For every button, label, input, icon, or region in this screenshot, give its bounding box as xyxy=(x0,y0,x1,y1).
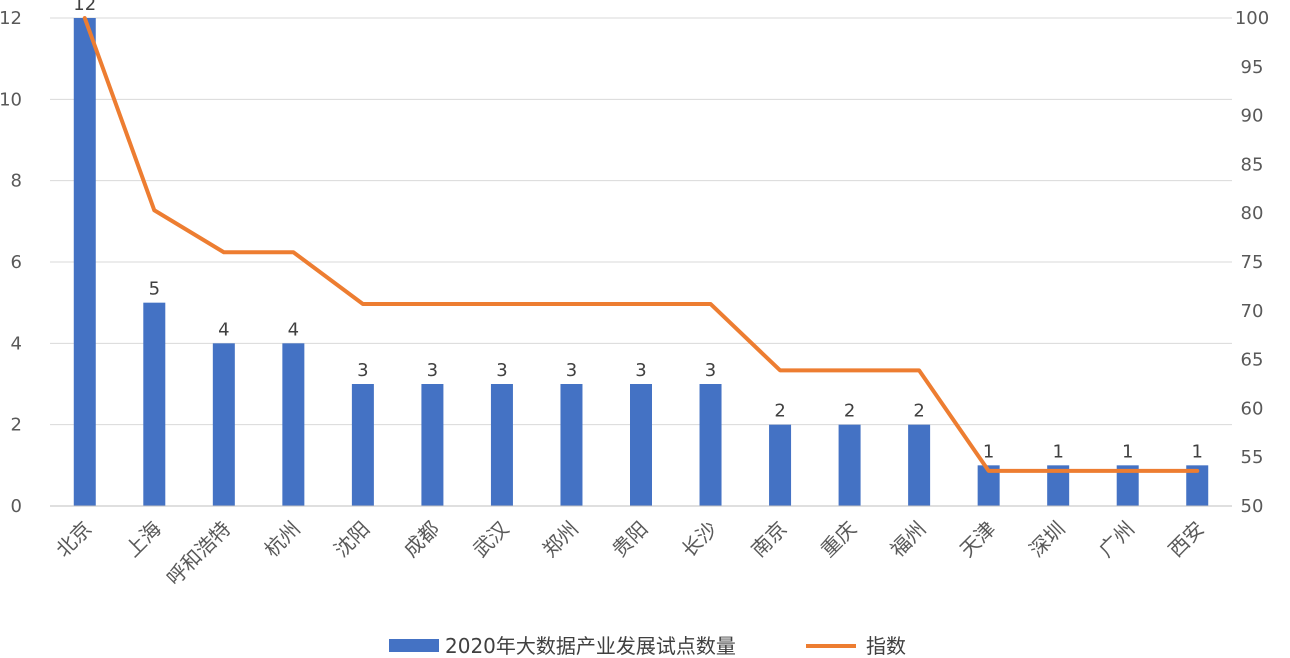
y2-tick-label: 70 xyxy=(1241,301,1264,322)
data-label: 5 xyxy=(149,279,160,300)
category-label: 南京 xyxy=(746,517,791,562)
bar xyxy=(143,302,166,506)
category-label: 西安 xyxy=(1164,517,1209,562)
bar xyxy=(1116,465,1139,506)
category-label: 天津 xyxy=(955,517,1000,562)
data-label: 3 xyxy=(427,360,438,381)
data-label: 3 xyxy=(496,360,507,381)
y-tick-label: 0 xyxy=(11,496,22,517)
bar xyxy=(908,424,931,506)
category-label: 郑州 xyxy=(538,517,583,562)
legend-label-line: 指数 xyxy=(866,634,906,658)
bar xyxy=(560,384,583,506)
y-axis-right: 50 55 60 65 70 75 80 85 90 95 100 xyxy=(1235,8,1269,517)
bar xyxy=(73,18,96,506)
category-label: 成都 xyxy=(399,517,444,562)
data-label: 4 xyxy=(288,319,299,340)
bar xyxy=(212,343,235,506)
y-tick-label: 12 xyxy=(0,8,22,29)
gridlines xyxy=(50,17,1232,507)
data-label: 1 xyxy=(1052,441,1063,462)
data-label: 3 xyxy=(357,360,368,381)
category-label: 上海 xyxy=(121,517,166,562)
legend-swatch-bar xyxy=(389,639,439,652)
category-label: 北京 xyxy=(51,517,96,562)
category-label: 沈阳 xyxy=(329,517,374,562)
y2-tick-label: 80 xyxy=(1241,203,1264,224)
data-label: 4 xyxy=(218,319,229,340)
legend-label-bar: 2020年大数据产业发展试点数量 xyxy=(445,634,736,658)
bar xyxy=(630,384,652,506)
y2-tick-label: 75 xyxy=(1241,252,1264,273)
category-label: 呼和浩特 xyxy=(162,517,236,591)
data-label: 1 xyxy=(1192,441,1203,462)
y-tick-label: 8 xyxy=(11,171,22,192)
y-tick-label: 2 xyxy=(11,415,22,436)
category-label: 福州 xyxy=(885,517,930,562)
y-axis-left: 0 2 4 6 8 10 12 xyxy=(0,8,22,517)
bar xyxy=(421,384,444,506)
y-tick-label: 6 xyxy=(11,252,22,273)
y2-tick-label: 65 xyxy=(1241,350,1264,371)
data-label: 3 xyxy=(705,360,716,381)
data-label: 2 xyxy=(774,401,785,422)
data-label: 2 xyxy=(844,401,855,422)
bar xyxy=(282,343,305,506)
data-label: 3 xyxy=(566,360,577,381)
bar xyxy=(490,384,513,506)
category-label: 重庆 xyxy=(816,517,861,562)
bar-series xyxy=(73,18,1209,506)
bar xyxy=(977,465,1000,506)
category-label: 杭州 xyxy=(260,517,305,562)
data-labels: 12 5 4 4 3 3 3 3 3 3 2 2 2 1 1 1 1 xyxy=(73,0,1203,462)
category-label: 深圳 xyxy=(1024,517,1069,562)
category-label: 广州 xyxy=(1094,517,1139,562)
index-line xyxy=(82,16,1200,473)
bar xyxy=(1047,465,1070,506)
y2-tick-label: 50 xyxy=(1241,496,1264,517)
bar xyxy=(838,424,861,506)
y2-tick-label: 90 xyxy=(1241,106,1264,127)
data-label: 1 xyxy=(983,441,994,462)
bar xyxy=(1186,465,1209,506)
bar xyxy=(769,424,792,506)
y2-tick-label: 60 xyxy=(1241,398,1264,419)
data-label: 3 xyxy=(635,360,646,381)
data-label: 2 xyxy=(913,401,924,422)
y-tick-label: 10 xyxy=(0,89,22,110)
bar xyxy=(699,384,722,506)
category-label: 长沙 xyxy=(677,517,722,562)
y-tick-label: 4 xyxy=(11,333,22,354)
y2-tick-label: 85 xyxy=(1241,154,1264,175)
y2-tick-label: 100 xyxy=(1235,8,1269,29)
category-label: 贵阳 xyxy=(607,517,652,562)
y2-tick-label: 95 xyxy=(1241,57,1264,78)
data-label: 1 xyxy=(1122,441,1133,462)
line-series xyxy=(82,16,1200,473)
bar xyxy=(351,384,374,506)
y2-tick-label: 55 xyxy=(1241,447,1264,468)
category-label: 武汉 xyxy=(468,517,513,562)
data-label: 12 xyxy=(73,0,96,15)
legend: 2020年大数据产业发展试点数量 指数 xyxy=(389,634,906,658)
